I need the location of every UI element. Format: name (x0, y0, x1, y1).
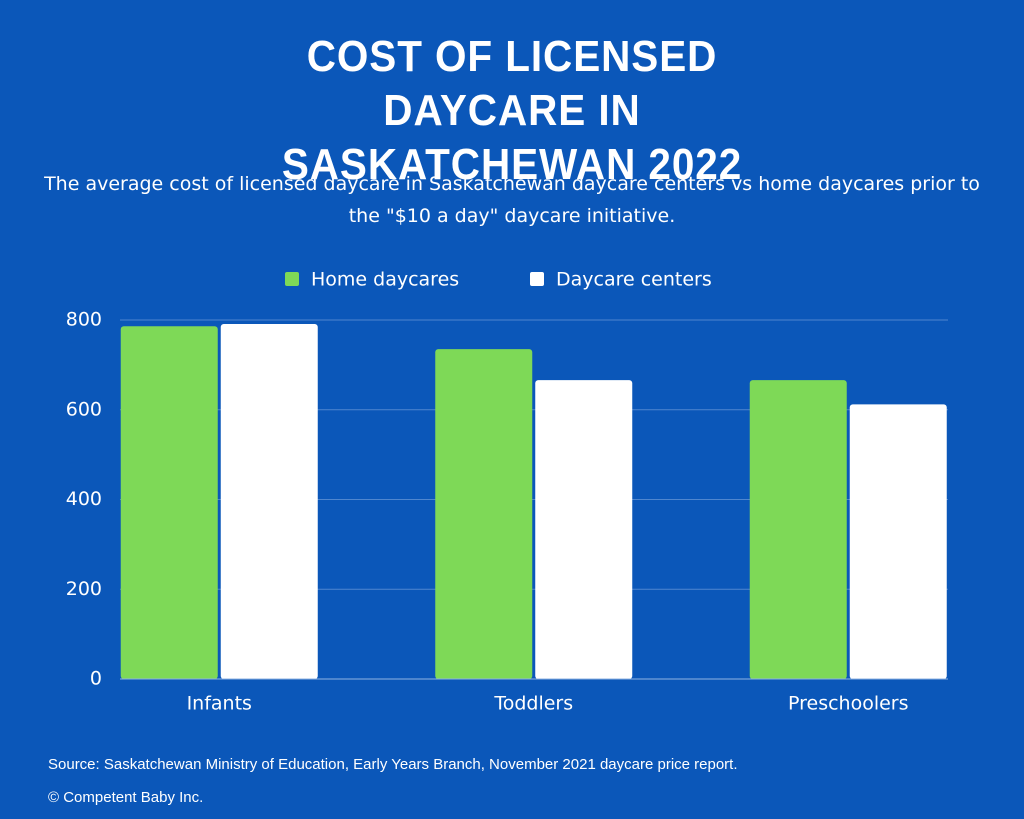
bar (535, 380, 633, 679)
bar (849, 404, 947, 679)
bar (749, 380, 847, 679)
y-tick-label: 800 (66, 309, 102, 331)
chart: 0 200 400 600 800 Home daycares Daycare center… (66, 269, 948, 715)
bar (220, 324, 318, 679)
legend-label: Daycare centers (556, 269, 712, 291)
y-tick-label: 0 (90, 668, 102, 690)
x-tick-label: Infants (187, 693, 252, 715)
source-note: Source: Saskatchewan Ministry of Educati… (48, 756, 738, 773)
y-tick-label: 400 (66, 488, 102, 510)
x-tick-label: Toddlers (493, 693, 573, 715)
credit-note: © Competent Baby Inc. (48, 789, 204, 806)
legend-label: Home daycares (311, 269, 459, 291)
x-tick-label: Preschoolers (788, 693, 909, 715)
legend-swatch (285, 272, 299, 286)
y-tick-label: 600 (66, 398, 102, 420)
legend-swatch (530, 272, 544, 286)
bar (120, 326, 218, 679)
chart-subtitle: The average cost of licensed daycare in … (44, 173, 980, 227)
y-tick-label: 200 (66, 578, 102, 600)
chart-title: COST OF LICENSED DAYCARE IN SASKATCHEWAN… (281, 32, 743, 189)
bar (435, 349, 533, 679)
